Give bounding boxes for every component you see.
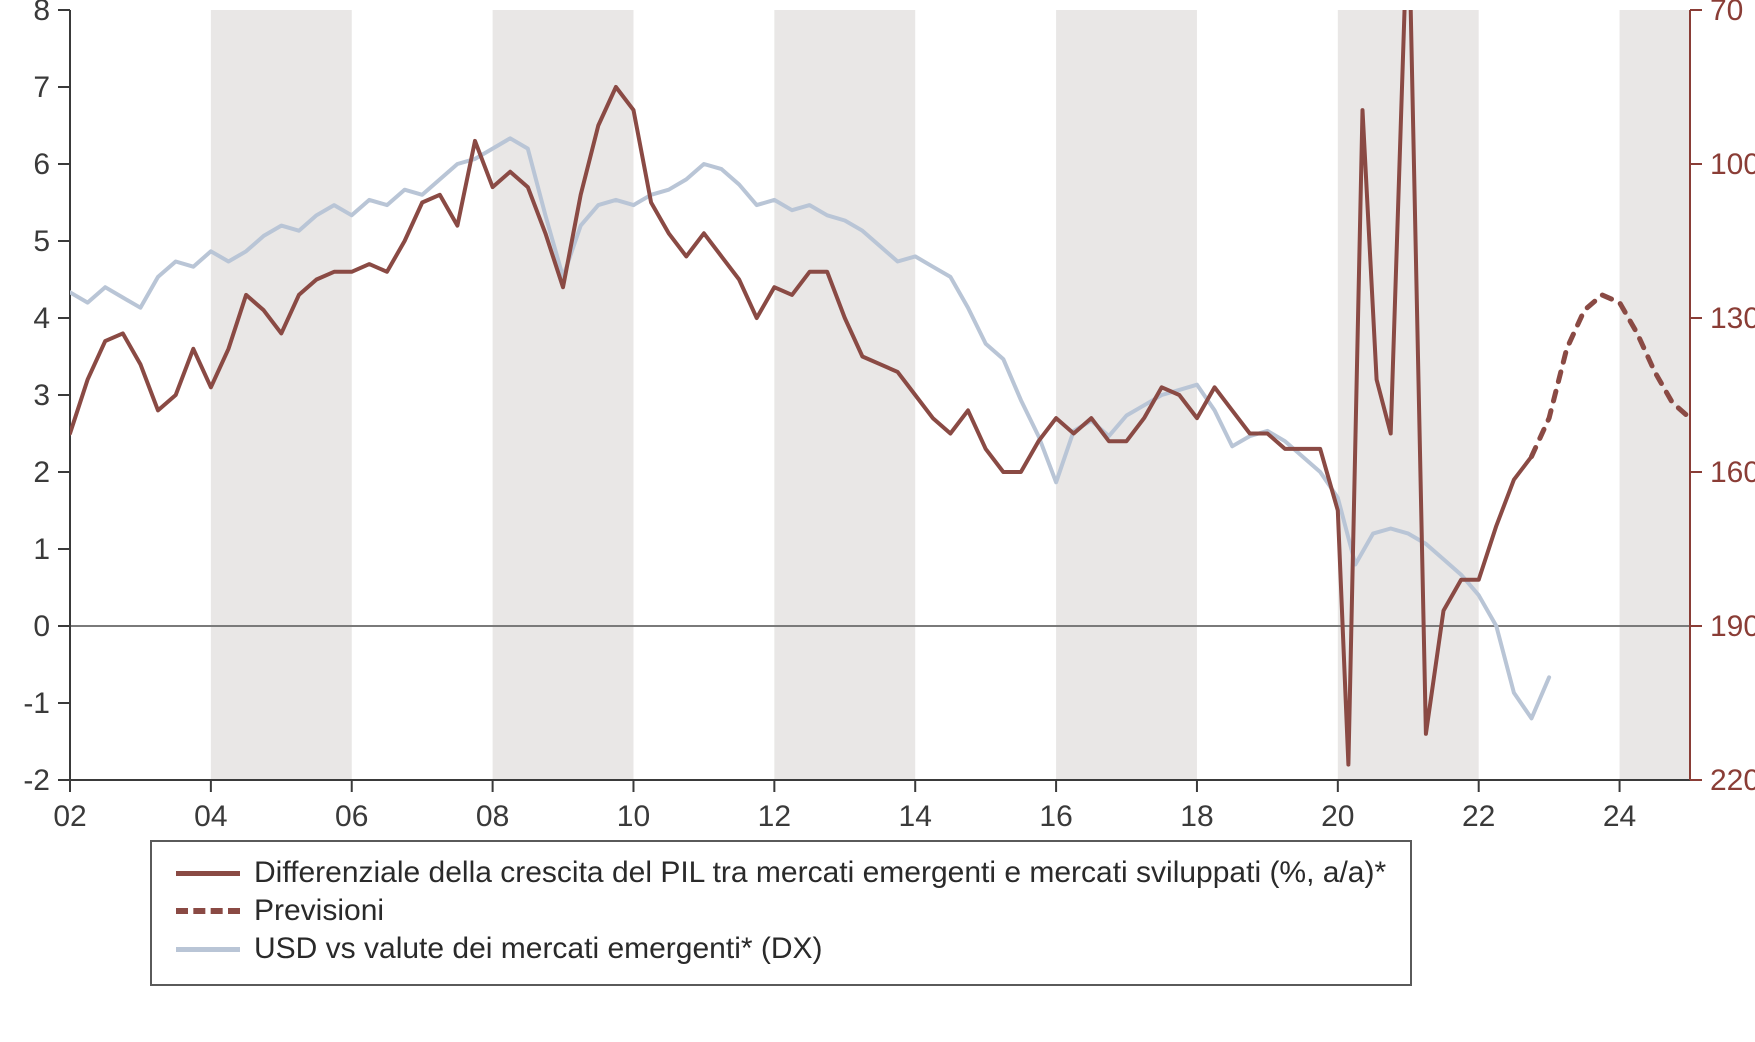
x-tick-label: 04 — [194, 800, 227, 833]
y-left-tick-label: 7 — [33, 71, 50, 104]
x-tick-label: 10 — [617, 800, 650, 833]
x-tick-label: 02 — [53, 800, 86, 833]
y-right-tick-label: 160 — [1710, 456, 1755, 489]
y-left-tick-label: 0 — [33, 610, 50, 643]
x-tick-label: 20 — [1321, 800, 1354, 833]
legend-swatch — [176, 947, 240, 952]
legend-item: Previsioni — [176, 894, 1386, 928]
x-tick-label: 06 — [335, 800, 368, 833]
x-tick-label: 22 — [1462, 800, 1495, 833]
y-left-tick-label: -2 — [23, 764, 50, 797]
legend-swatch — [176, 908, 240, 914]
y-right-tick-label: 100 — [1710, 148, 1755, 181]
legend-swatch — [176, 871, 240, 876]
x-tick-label: 24 — [1603, 800, 1636, 833]
y-left-tick-label: 3 — [33, 379, 50, 412]
chart-container: 020406081012141618202224-2-1012345678701… — [0, 0, 1755, 1042]
y-right-tick-label: 130 — [1710, 302, 1755, 335]
y-left-tick-label: 8 — [33, 0, 50, 27]
y-left-tick-label: 2 — [33, 456, 50, 489]
legend-label: USD vs valute dei mercati emergenti* (DX… — [254, 932, 823, 966]
x-tick-label: 16 — [1039, 800, 1072, 833]
x-tick-label: 14 — [899, 800, 932, 833]
legend-label: Differenziale della crescita del PIL tra… — [254, 856, 1386, 890]
legend: Differenziale della crescita del PIL tra… — [150, 840, 1412, 986]
legend-item: Differenziale della crescita del PIL tra… — [176, 856, 1386, 890]
y-left-tick-label: 6 — [33, 148, 50, 181]
y-right-tick-label: 190 — [1710, 610, 1755, 643]
y-left-tick-label: -1 — [23, 687, 50, 720]
legend-item: USD vs valute dei mercati emergenti* (DX… — [176, 932, 1386, 966]
legend-label: Previsioni — [254, 894, 384, 928]
y-right-tick-label: 220 — [1710, 764, 1755, 797]
y-left-tick-label: 4 — [33, 302, 50, 335]
x-tick-label: 12 — [758, 800, 791, 833]
y-right-tick-label: 70 — [1710, 0, 1743, 27]
x-tick-label: 18 — [1180, 800, 1213, 833]
x-tick-label: 08 — [476, 800, 509, 833]
y-left-tick-label: 5 — [33, 225, 50, 258]
y-left-tick-label: 1 — [33, 533, 50, 566]
